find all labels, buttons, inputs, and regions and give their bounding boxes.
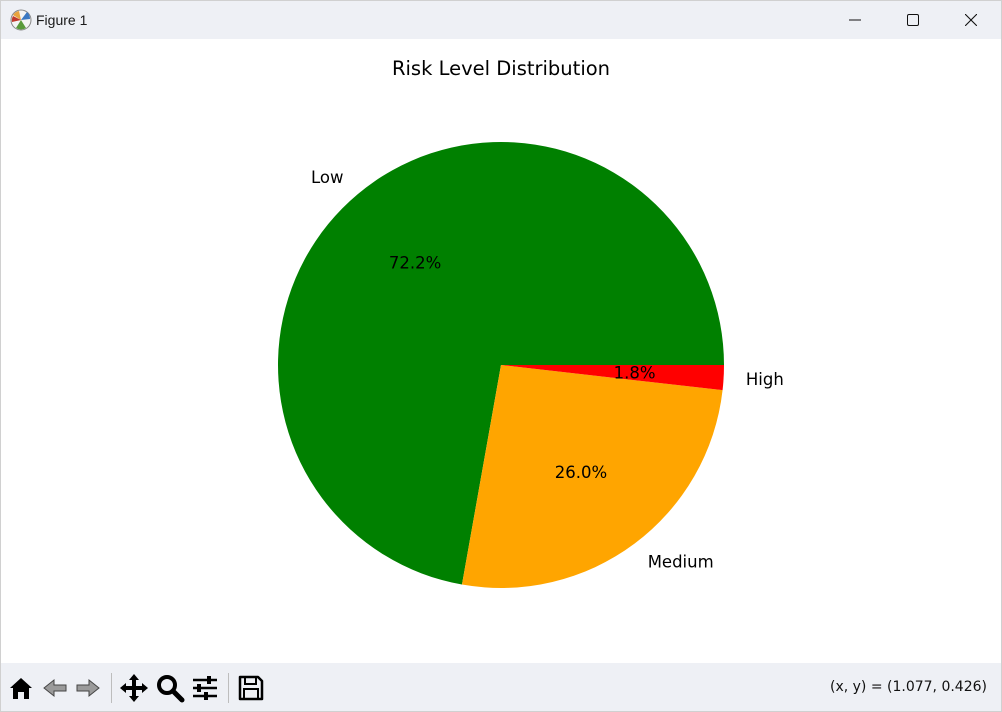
minimize-button[interactable]	[826, 1, 884, 39]
back-arrow-icon	[43, 678, 67, 698]
home-icon	[10, 678, 32, 699]
pie-slice-high	[501, 365, 724, 391]
slice-percent-high: 1.8%	[614, 364, 656, 383]
configure-subplots-button[interactable]	[190, 673, 220, 703]
pie-chart: Risk Level Distribution Low 72.2% Medium 26…	[278, 57, 784, 589]
back-button[interactable]	[40, 673, 70, 703]
save-button[interactable]	[236, 673, 266, 703]
forward-arrow-icon	[76, 678, 100, 698]
home-button[interactable]	[6, 673, 36, 703]
figure-canvas[interactable]: Risk Level Distribution Low 72.2% Medium 26…	[1, 39, 1001, 663]
chart-title: Risk Level Distribution	[392, 57, 610, 80]
configure-sliders-icon	[193, 676, 217, 700]
zoom-button[interactable]	[155, 673, 185, 703]
pie-slice-medium	[461, 365, 723, 589]
close-button[interactable]	[942, 1, 1000, 39]
save-floppy-icon	[238, 675, 264, 701]
slice-label-low: Low	[311, 168, 344, 187]
window-title: Figure 1	[36, 12, 88, 28]
navigation-toolbar: (x, y) = (1.077, 0.426)	[1, 663, 1001, 711]
minimize-icon	[849, 19, 861, 21]
cursor-coordinates: (x, y) = (1.077, 0.426)	[829, 679, 987, 695]
forward-button[interactable]	[73, 673, 103, 703]
slice-label-medium: Medium	[648, 553, 714, 572]
maximize-icon	[907, 14, 919, 26]
matplotlib-icon	[10, 9, 32, 31]
pan-button[interactable]	[119, 673, 149, 703]
pan-move-icon	[120, 674, 148, 702]
maximize-button[interactable]	[884, 1, 942, 39]
slice-percent-medium: 26.0%	[555, 463, 607, 482]
close-icon	[965, 14, 977, 26]
toolbar-separator	[228, 673, 229, 703]
slice-label-high: High	[746, 370, 784, 389]
title-bar: Figure 1	[1, 1, 1001, 39]
zoom-magnifier-icon	[157, 675, 185, 703]
toolbar-separator	[111, 673, 112, 703]
slice-percent-low: 72.2%	[389, 253, 441, 272]
pie-slice-low	[278, 142, 724, 585]
